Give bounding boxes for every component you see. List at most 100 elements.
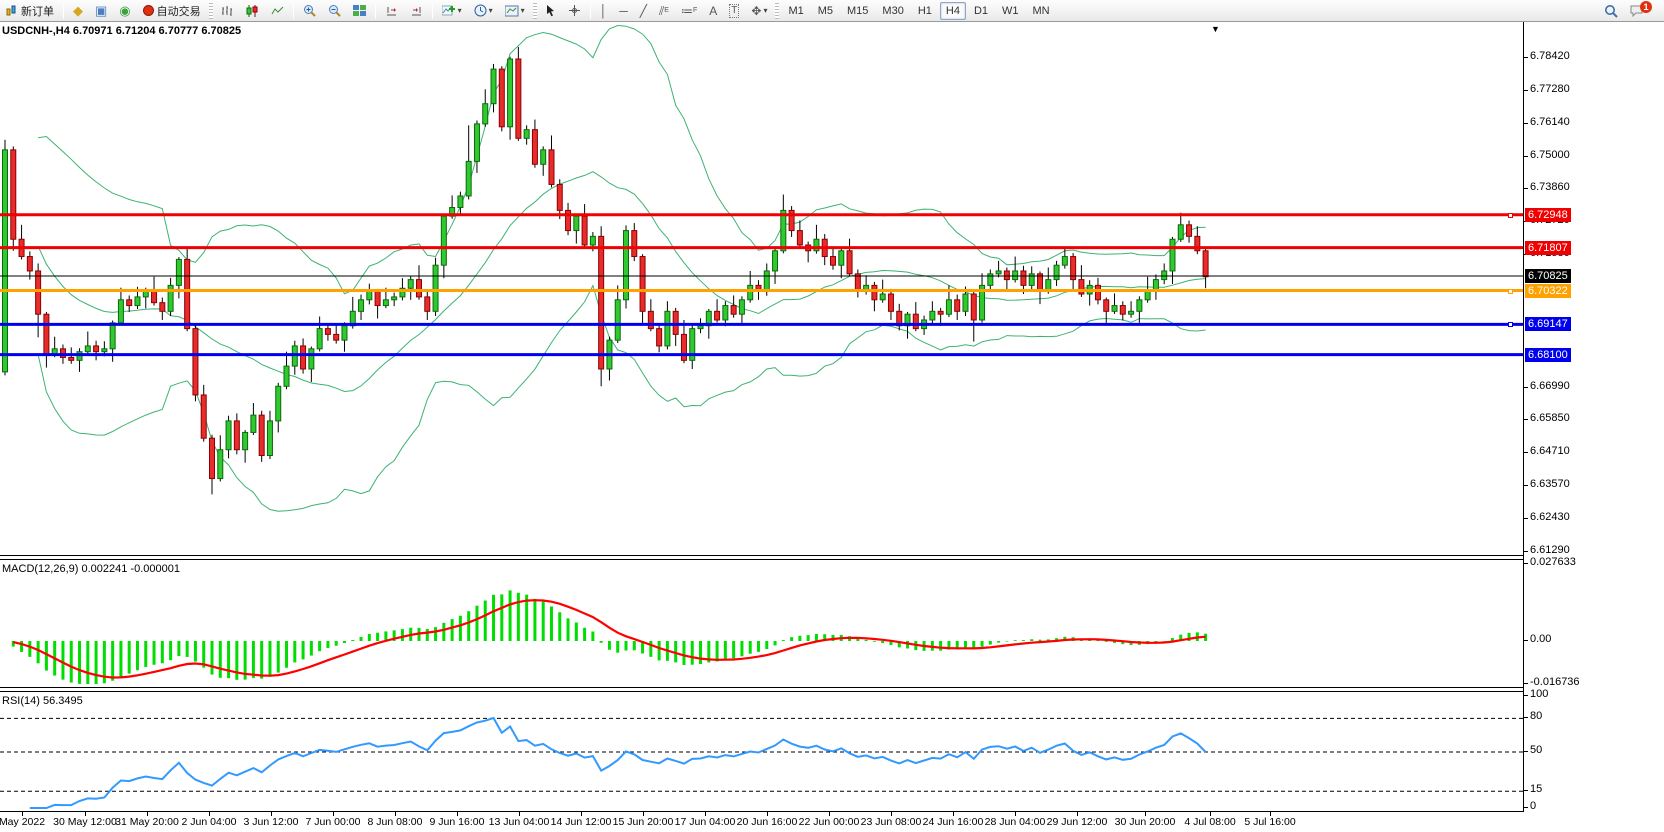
- line-anchor-marker[interactable]: [1508, 322, 1513, 328]
- timeframe-button-m5[interactable]: M5: [817, 4, 834, 17]
- separator: [374, 2, 376, 19]
- bull-candle: [473, 123, 480, 162]
- periods-button[interactable]: ▾: [469, 1, 498, 21]
- macd-tick-label: 0.027633: [1530, 556, 1576, 568]
- zoom-in-button[interactable]: [298, 1, 321, 21]
- bull-candle: [266, 420, 273, 457]
- bear-candle: [424, 296, 431, 312]
- bear-candle: [714, 310, 721, 321]
- macd-panel[interactable]: MACD(12,26,9) 0.002241 -0.000001: [0, 559, 1523, 688]
- vertical-line-button[interactable]: │: [595, 1, 613, 21]
- time-label: 3 Jun 12:00: [243, 816, 299, 828]
- chart-shift-marker[interactable]: ▼: [1211, 24, 1220, 34]
- bull-candle: [1061, 256, 1068, 266]
- candlestick-button[interactable]: [241, 1, 264, 21]
- bull-candle: [838, 250, 845, 266]
- bear-candle: [126, 299, 133, 307]
- market-watch-icon: ▣: [95, 2, 108, 18]
- bid-price-badge: 6.70825: [1525, 269, 1571, 283]
- templates-button[interactable]: ▾: [500, 1, 530, 21]
- bollinger-band: [37, 171, 1206, 393]
- bear-candle: [43, 313, 50, 356]
- time-tick: [1145, 812, 1146, 816]
- time-label: 8 Jun 08:00: [367, 816, 423, 828]
- axis-tick: [1524, 683, 1528, 684]
- price-tick-label: 6.65850: [1530, 412, 1570, 425]
- timeframe-button-m1[interactable]: M1: [788, 4, 804, 17]
- timeframe-button-h1[interactable]: H1: [917, 4, 932, 17]
- cursor-button[interactable]: [540, 1, 561, 21]
- timeframe-button-m15[interactable]: M15: [847, 4, 869, 17]
- bull-candle: [763, 270, 770, 292]
- timeframe-button-m30[interactable]: M30: [882, 4, 904, 17]
- bear-candle: [192, 328, 199, 396]
- bear-candle: [788, 209, 795, 232]
- bull-candle: [225, 420, 232, 451]
- bull-candle: [540, 149, 547, 165]
- chart-shift-button[interactable]: [405, 1, 428, 21]
- time-tick: [767, 812, 768, 816]
- fibonacci-button[interactable]: ≔ F: [680, 3, 698, 18]
- line-chart-button[interactable]: [266, 1, 289, 21]
- rsi-panel[interactable]: RSI(14) 56.3495: [0, 691, 1523, 812]
- signals-button[interactable]: ◉: [114, 1, 135, 21]
- zoom-out-icon: [328, 5, 341, 17]
- indicators-button[interactable]: ▾: [437, 1, 467, 21]
- tile-windows-button[interactable]: [348, 1, 371, 21]
- bull-candle: [995, 270, 1002, 275]
- macd-tick-label: 0.00: [1530, 633, 1552, 645]
- horizontal-line-button[interactable]: ─: [614, 1, 633, 21]
- trendline-button[interactable]: ╱: [635, 1, 652, 21]
- price-chart-canvas[interactable]: [0, 22, 1523, 556]
- time-label: 9 Jun 16:00: [429, 816, 485, 828]
- bear-candle: [887, 293, 894, 312]
- horizontal-line-icon: ─: [619, 3, 628, 18]
- line-anchor-marker[interactable]: [1508, 288, 1513, 294]
- zoom-out-button[interactable]: [323, 1, 346, 21]
- price-tick-label: 6.76140: [1530, 115, 1570, 128]
- macd-tick-label: -0.016736: [1530, 676, 1580, 688]
- price-tick-label: 6.77280: [1530, 82, 1570, 95]
- crosshair-button[interactable]: [563, 1, 586, 21]
- channel-button[interactable]: ⫽ E: [658, 3, 669, 18]
- separator: [431, 2, 433, 19]
- signals-icon: ◉: [119, 2, 131, 18]
- bear-candle: [1103, 299, 1110, 312]
- timeframe-button-h4[interactable]: H4: [939, 1, 966, 20]
- search-button[interactable]: [1599, 1, 1623, 21]
- bull-candle: [366, 290, 373, 301]
- bull-candle: [962, 293, 969, 312]
- bar-chart-icon: [221, 5, 232, 16]
- new-order-button[interactable]: 新订单: [1, 1, 59, 21]
- timeframe-button-d1[interactable]: D1: [973, 4, 989, 17]
- macd-canvas[interactable]: [0, 560, 1523, 687]
- price-tick-label: 6.63570: [1530, 478, 1570, 491]
- line-anchor-marker[interactable]: [1508, 212, 1513, 218]
- autotrade-button[interactable]: 自动交易: [138, 1, 206, 21]
- metaeditor-button[interactable]: ◆: [68, 1, 88, 21]
- notification-button[interactable]: 1: [1625, 0, 1657, 21]
- bear-candle: [233, 420, 240, 451]
- candlestick-icon: [246, 4, 258, 17]
- arrows-button[interactable]: ✥ ▾: [746, 1, 772, 21]
- toolbar-right: 1: [1598, 0, 1658, 21]
- timeframe-button-w1[interactable]: W1: [1002, 4, 1019, 17]
- price-tick-label: 6.66990: [1530, 379, 1570, 392]
- time-axis: May 2022 30 May 12:00 31 May 20:00 2 Jun 04…: [0, 812, 1523, 832]
- bull-candle: [250, 414, 257, 433]
- market-watch-button[interactable]: ▣: [90, 1, 112, 21]
- vertical-line-icon: │: [599, 3, 608, 18]
- bar-chart-button[interactable]: [216, 1, 239, 21]
- price-tick-label: 6.73860: [1530, 181, 1570, 194]
- toolbar-grip: [208, 2, 213, 19]
- auto-scroll-button[interactable]: [380, 1, 403, 21]
- price-chart-panel[interactable]: USDCNH-,H4 6.70971 6.71204 6.70777 6.708…: [0, 22, 1523, 556]
- time-tick: [457, 812, 458, 816]
- label-button[interactable]: T: [724, 1, 744, 21]
- rsi-canvas[interactable]: [0, 692, 1523, 811]
- text-button[interactable]: A: [704, 1, 722, 21]
- bull-candle: [722, 305, 729, 321]
- bull-candle: [391, 296, 398, 301]
- timeframe-button-mn[interactable]: MN: [1032, 4, 1050, 17]
- time-label: 31 May 20:00: [115, 816, 179, 828]
